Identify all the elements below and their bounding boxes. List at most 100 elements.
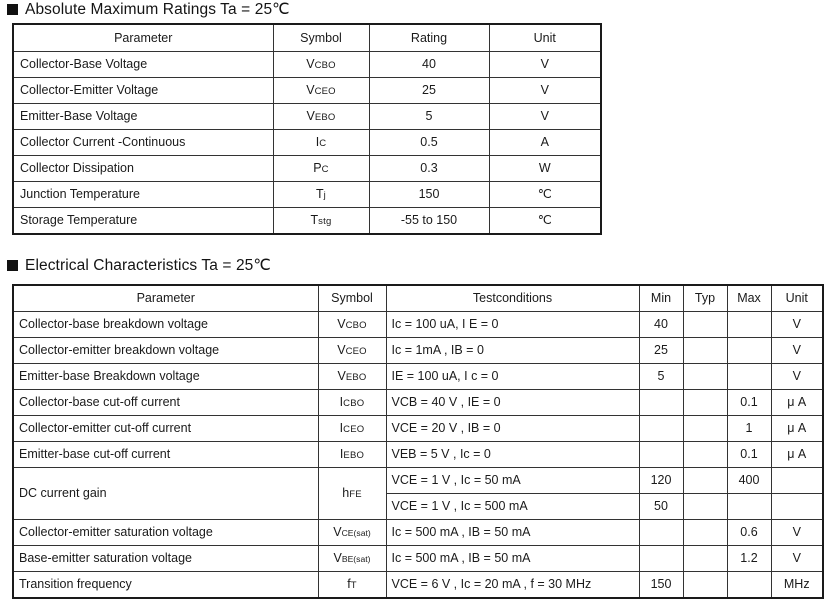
table-row: Collector-Base Voltage VCBO 40 V xyxy=(12,51,602,78)
elec-header-min: Min xyxy=(638,284,684,312)
elec-testcondition-text: VCE = 1 V , Ic = 500 mA xyxy=(391,499,528,514)
abs-max-symbol-text: VCEO xyxy=(306,83,336,98)
abs-max-rating-text: 40 xyxy=(422,57,436,72)
elec-symbol: VEBO xyxy=(317,363,387,390)
elec-unit xyxy=(770,493,824,520)
elec-typ xyxy=(682,337,728,364)
elec-parameter: Base-emitter saturation voltage xyxy=(12,545,319,572)
elec-header-max-text: Max xyxy=(737,291,761,306)
abs-max-header-unit: Unit xyxy=(488,23,602,52)
elec-parameter-text: Collector-base cut-off current xyxy=(19,395,180,410)
elec-unit-text: V xyxy=(792,369,801,384)
elec-testcondition: VEB = 5 V , Ic = 0 xyxy=(385,441,640,468)
abs-max-rating: 0.5 xyxy=(368,129,490,156)
elec-parameter: Emitter-base Breakdown voltage xyxy=(12,363,319,390)
elec-unit: V xyxy=(770,545,824,572)
elec-typ xyxy=(682,571,728,599)
elec-typ xyxy=(682,363,728,390)
abs-max-parameter-text: Collector Current -Continuous xyxy=(20,135,186,150)
elec-unit-text: V xyxy=(792,551,801,566)
elec-typ-text xyxy=(684,375,727,379)
elec-symbol: fT xyxy=(317,571,387,599)
abs-max-unit: V xyxy=(488,51,602,78)
elec-min: 25 xyxy=(638,337,684,364)
elec-testcondition: Ic = 500 mA , IB = 50 mA xyxy=(385,519,640,546)
elec-max-text xyxy=(728,375,771,379)
elec-parameter-text: Collector-emitter cut-off current xyxy=(19,421,192,436)
elec-max: 0.1 xyxy=(726,389,772,416)
elec-max: 1 xyxy=(726,415,772,442)
elec-parameter-text: DC current gain xyxy=(19,486,107,501)
elec-min: 50 xyxy=(638,493,684,520)
elec-unit-text xyxy=(772,505,823,509)
table-row: Emitter-base cut-off current IEBO VEB = 5 … xyxy=(12,441,824,468)
table-header-row: Parameter Symbol Rating Unit xyxy=(12,23,602,52)
elec-max-text: 1.2 xyxy=(740,551,758,566)
elec-unit: V xyxy=(770,363,824,390)
abs-max-symbol-text: Tstg xyxy=(310,213,332,228)
abs-max-rating: 40 xyxy=(368,51,490,78)
elec-header-testconditions: Testconditions xyxy=(385,284,640,312)
abs-max-parameter-text: Storage Temperature xyxy=(20,213,138,228)
abs-max-rating-text: 0.3 xyxy=(420,161,438,176)
elec-symbol: VCE(sat) xyxy=(317,519,387,546)
elec-min: 5 xyxy=(638,363,684,390)
elec-typ-text xyxy=(684,323,727,327)
elec-symbol-text: VBE(sat) xyxy=(333,551,371,566)
elec-parameter-text: Base-emitter saturation voltage xyxy=(19,551,193,566)
abs-max-rating: -55 to 150 xyxy=(368,207,490,235)
abs-max-header-symbol-text: Symbol xyxy=(300,30,342,45)
abs-max-unit-text: W xyxy=(538,161,551,176)
elec-typ xyxy=(682,545,728,572)
elec-typ-text xyxy=(684,427,727,431)
elec-typ xyxy=(682,389,728,416)
elec-unit: V xyxy=(770,519,824,546)
elec-max-text xyxy=(728,505,771,509)
elec-min-text xyxy=(640,453,683,457)
electrical-characteristics-title: Electrical Characteristics Ta = 25℃ xyxy=(25,257,271,274)
elec-parameter-text: Transition frequency xyxy=(19,577,132,592)
abs-max-unit: A xyxy=(488,129,602,156)
elec-unit: μ A xyxy=(770,389,824,416)
elec-unit xyxy=(770,467,824,494)
elec-typ-text xyxy=(684,479,727,483)
elec-min-text: 25 xyxy=(654,343,668,358)
elec-symbol: IEBO xyxy=(317,441,387,468)
elec-parameter: Emitter-base cut-off current xyxy=(12,441,319,468)
abs-max-parameter: Collector Current -Continuous xyxy=(12,129,274,156)
elec-min xyxy=(638,545,684,572)
elec-header-unit-text: Unit xyxy=(785,291,808,306)
elec-max: 1.2 xyxy=(726,545,772,572)
elec-max: 0.6 xyxy=(726,519,772,546)
elec-unit: MHz xyxy=(770,571,824,599)
table-row: DC current gain hFE VCE = 1 V , Ic = 50 mA… xyxy=(12,467,824,520)
table-row: Transition frequency fT VCE = 6 V , Ic = 2… xyxy=(12,571,824,599)
elec-testcondition: VCE = 1 V , Ic = 500 mA xyxy=(385,493,640,520)
elec-min-text: 150 xyxy=(650,577,672,592)
elec-testcondition-text: Ic = 100 uA, I E = 0 xyxy=(391,317,499,332)
elec-min-text xyxy=(640,427,683,431)
abs-max-unit-text: A xyxy=(540,135,549,150)
table-row: Emitter-Base Voltage VEBO 5 V xyxy=(12,103,602,130)
abs-max-header-rating-text: Rating xyxy=(410,30,448,45)
abs-max-symbol: Tstg xyxy=(272,207,370,235)
elec-typ xyxy=(682,415,728,442)
elec-max-text xyxy=(728,349,771,353)
abs-max-symbol-text: VEBO xyxy=(306,109,336,124)
elec-min-text: 40 xyxy=(654,317,668,332)
abs-max-symbol: VCBO xyxy=(272,51,370,78)
abs-max-header-parameter-text: Parameter xyxy=(114,30,173,45)
abs-max-unit-text: ℃ xyxy=(537,213,552,228)
table-row: Emitter-base Breakdown voltage VEBO IE = 1… xyxy=(12,363,824,390)
elec-symbol-text: fT xyxy=(347,577,357,592)
abs-max-parameter: Storage Temperature xyxy=(12,207,274,235)
elec-max-text xyxy=(728,583,771,587)
elec-testcondition-text: VCE = 1 V , Ic = 50 mA xyxy=(391,473,521,488)
abs-max-unit: V xyxy=(488,103,602,130)
elec-parameter-text: Collector-emitter breakdown voltage xyxy=(19,343,220,358)
elec-max-text: 1 xyxy=(745,421,753,436)
abs-max-parameter: Collector-Emitter Voltage xyxy=(12,77,274,104)
elec-symbol: ICBO xyxy=(317,389,387,416)
elec-parameter: DC current gain xyxy=(12,467,319,520)
elec-testcondition-text: Ic = 1mA , IB = 0 xyxy=(391,343,484,358)
